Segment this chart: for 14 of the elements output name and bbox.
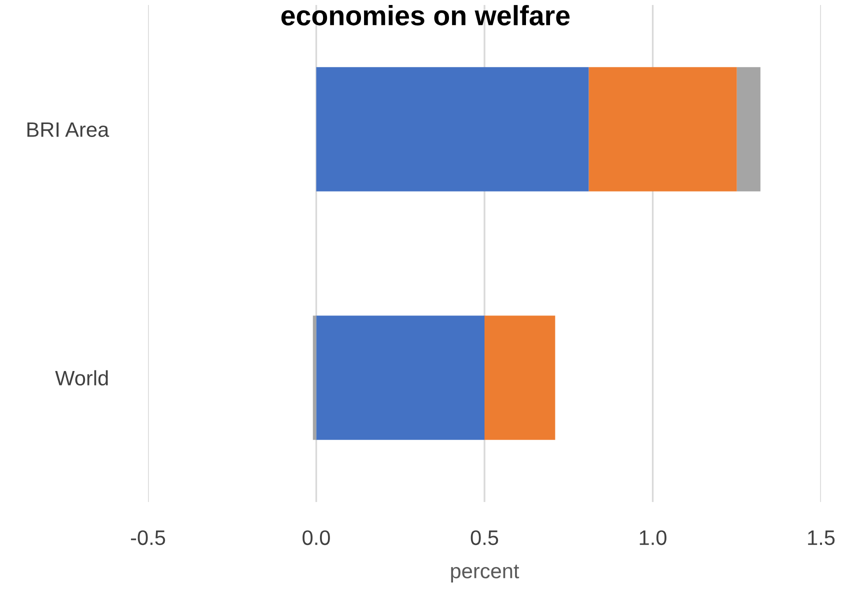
y-tick-label: World: [55, 370, 108, 386]
x-tick-label: -0.5: [130, 530, 166, 546]
x-tick-label: 0.5: [470, 530, 498, 546]
bar: [316, 316, 484, 440]
chart-title: economies on welfare: [281, 5, 570, 26]
bar: [588, 67, 737, 192]
x-tick-label: 1.0: [640, 530, 666, 546]
bar: [316, 67, 589, 192]
bar: [484, 316, 556, 440]
x-tick-label: 0.0: [302, 530, 330, 546]
x-tick-label: 1.5: [808, 530, 835, 546]
y-tick-label: BRI Area: [27, 122, 110, 138]
x-axis-title: percent: [451, 564, 520, 583]
bar: [736, 67, 760, 192]
